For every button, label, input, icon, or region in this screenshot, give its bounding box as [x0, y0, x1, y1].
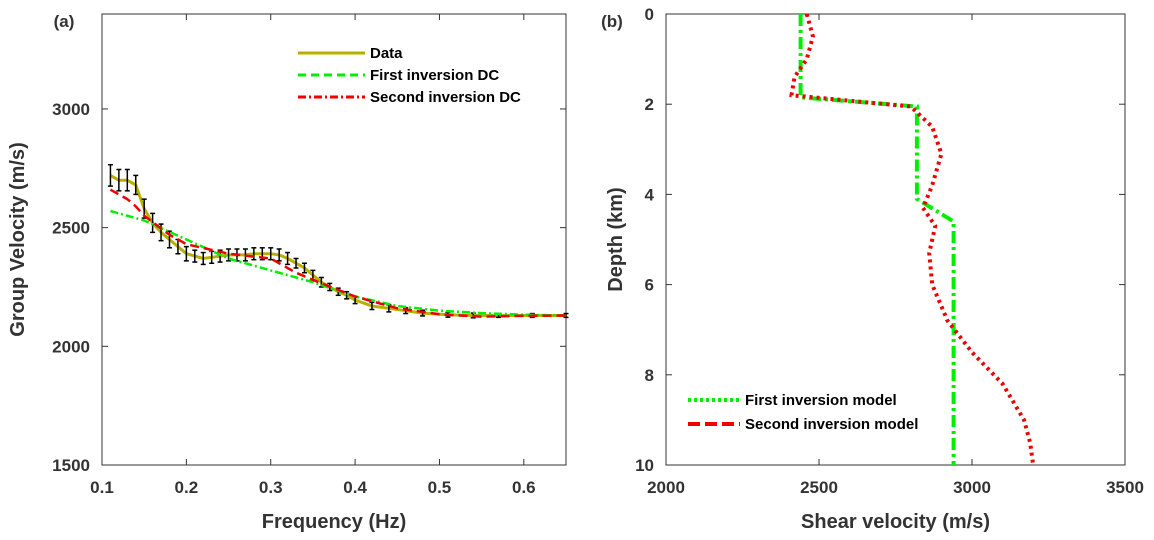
- panel-label: (a): [54, 12, 75, 31]
- plot-frame: [101, 13, 567, 466]
- y-tick-label: 0: [645, 5, 654, 24]
- x-tick-label: 0.4: [343, 478, 367, 497]
- legend-label: Second inversion DC: [370, 89, 521, 106]
- x-axis-label: Shear velocity (m/s): [801, 511, 990, 533]
- x-tick-label: 2000: [647, 478, 685, 497]
- y-axis-label: Group Velocity (m/s): [7, 142, 29, 336]
- x-tick-label: 0.3: [259, 478, 283, 497]
- series-line: [110, 209, 567, 317]
- x-tick-label: 0.6: [512, 478, 536, 497]
- x-tick-label: 2500: [800, 478, 838, 497]
- legend-label: First inversion model: [745, 392, 897, 409]
- y-tick-label: 2000: [52, 337, 90, 356]
- x-tick-label: 3000: [953, 478, 991, 497]
- panel-label: (b): [601, 12, 623, 31]
- legend-label: First inversion DC: [370, 67, 499, 84]
- plot-frame: [665, 13, 1126, 466]
- series-line: [109, 188, 567, 318]
- y-tick-label: 1500: [52, 456, 90, 475]
- x-tick-label: 0.5: [428, 478, 452, 497]
- y-tick-label: 4: [645, 185, 655, 204]
- y-tick-label: 8: [645, 366, 654, 385]
- y-tick-label: 2500: [52, 219, 90, 238]
- legend-label: Second inversion model: [745, 416, 918, 433]
- y-tick-label: 6: [645, 276, 654, 295]
- series-line: [798, 14, 956, 465]
- x-tick-label: 0.1: [90, 478, 114, 497]
- y-tick-label: 3000: [52, 100, 90, 119]
- y-tick-label: 2: [645, 95, 654, 114]
- series-line: [789, 13, 1036, 466]
- y-tick-label: 10: [635, 456, 654, 475]
- x-axis-label: Frequency (Hz): [262, 511, 406, 533]
- legend-label: Data: [370, 45, 403, 62]
- y-axis-label: Depth (km): [605, 187, 627, 291]
- x-tick-label: 3500: [1106, 478, 1144, 497]
- x-tick-label: 0.2: [175, 478, 199, 497]
